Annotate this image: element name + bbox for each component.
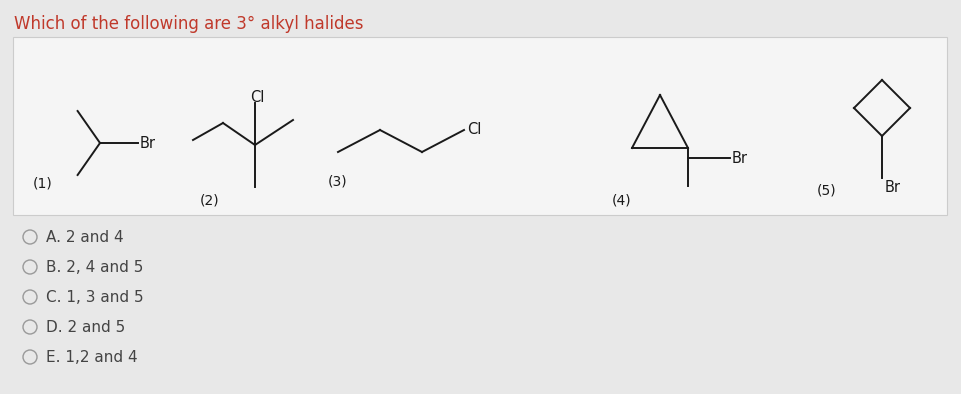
Text: (4): (4): [612, 193, 631, 207]
Text: D. 2 and 5: D. 2 and 5: [46, 320, 125, 335]
Text: (3): (3): [328, 174, 348, 188]
Text: (1): (1): [33, 176, 53, 190]
Text: Which of the following are 3° alkyl halides: Which of the following are 3° alkyl hali…: [14, 15, 363, 33]
Text: E. 1,2 and 4: E. 1,2 and 4: [46, 349, 137, 364]
Text: Br: Br: [732, 151, 748, 165]
Text: B. 2, 4 and 5: B. 2, 4 and 5: [46, 260, 143, 275]
Text: Cl: Cl: [467, 121, 481, 136]
Text: (2): (2): [200, 193, 220, 207]
Text: Br: Br: [140, 136, 156, 151]
Text: C. 1, 3 and 5: C. 1, 3 and 5: [46, 290, 143, 305]
Text: (5): (5): [817, 183, 837, 197]
FancyBboxPatch shape: [13, 37, 947, 215]
Text: Br: Br: [885, 180, 901, 195]
Text: Cl: Cl: [250, 90, 264, 105]
Text: A. 2 and 4: A. 2 and 4: [46, 229, 124, 245]
